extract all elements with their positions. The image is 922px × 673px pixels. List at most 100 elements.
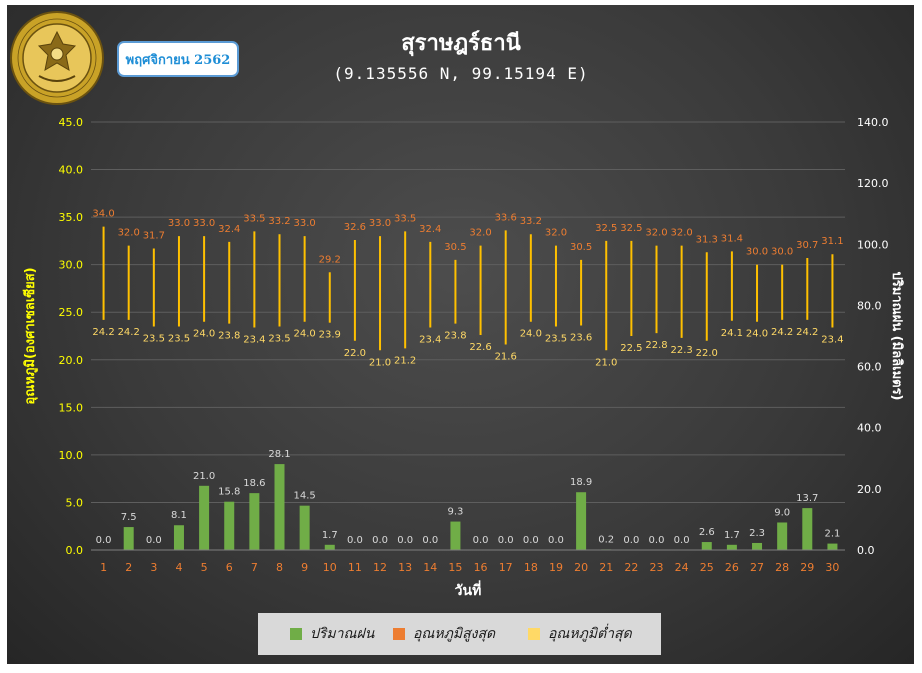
rain-data-label: 2.1 bbox=[824, 529, 840, 540]
tmin-data-label: 21.6 bbox=[495, 352, 517, 363]
y-tick-right: 120.0 bbox=[857, 177, 889, 190]
tmin-data-label: 22.0 bbox=[344, 348, 366, 359]
x-tick-label: 4 bbox=[175, 561, 182, 574]
tmin-data-label: 22.8 bbox=[645, 340, 667, 351]
rain-data-label: 0.0 bbox=[649, 535, 665, 546]
rain-bar bbox=[777, 522, 788, 550]
tmin-data-label: 23.5 bbox=[143, 333, 165, 344]
x-tick-label: 28 bbox=[775, 561, 789, 574]
tmin-data-label: 23.6 bbox=[570, 333, 592, 344]
tmax-data-label: 32.0 bbox=[671, 228, 693, 239]
legend-item-rain: ปริมาณฝน bbox=[290, 613, 374, 655]
x-tick-label: 22 bbox=[624, 561, 638, 574]
rain-data-label: 14.5 bbox=[294, 491, 316, 502]
x-tick-label: 11 bbox=[348, 561, 362, 574]
tmax-data-label: 30.7 bbox=[796, 240, 818, 251]
rain-bar bbox=[324, 544, 335, 550]
rain-data-label: 0.0 bbox=[523, 535, 539, 546]
tmin-data-label: 24.0 bbox=[294, 329, 316, 340]
tmin-data-label: 24.1 bbox=[721, 328, 743, 339]
x-tick-label: 25 bbox=[700, 561, 714, 574]
x-tick-label: 17 bbox=[499, 561, 513, 574]
rain-bar bbox=[199, 485, 210, 550]
rain-data-label: 0.0 bbox=[548, 535, 564, 546]
chart-area bbox=[7, 5, 914, 664]
tmax-data-label: 31.1 bbox=[821, 236, 843, 247]
chart-subtitle: (9.135556 N, 99.15194 E) bbox=[333, 64, 589, 83]
rain-bar bbox=[701, 542, 712, 550]
tmax-data-label: 30.0 bbox=[746, 247, 768, 258]
tmin-data-label: 24.2 bbox=[771, 327, 793, 338]
x-tick-label: 3 bbox=[150, 561, 157, 574]
tmin-data-label: 23.8 bbox=[444, 331, 466, 342]
period-label: พฤศจิกายน 2562 bbox=[117, 41, 239, 77]
tmax-data-label: 33.0 bbox=[193, 218, 215, 229]
x-tick-label: 7 bbox=[251, 561, 258, 574]
x-tick-label: 16 bbox=[474, 561, 488, 574]
rain-data-label: 2.6 bbox=[699, 527, 715, 538]
y-tick-left: 10.0 bbox=[59, 449, 84, 462]
tmax-data-label: 31.3 bbox=[696, 234, 718, 245]
tmin-data-label: 23.4 bbox=[821, 334, 843, 345]
legend-swatch-rain bbox=[290, 628, 302, 640]
tmin-data-label: 23.5 bbox=[268, 333, 290, 344]
x-tick-label: 5 bbox=[201, 561, 208, 574]
tmin-data-label: 24.0 bbox=[193, 329, 215, 340]
rain-data-label: 21.0 bbox=[193, 471, 215, 482]
tmax-data-label: 32.5 bbox=[620, 223, 642, 234]
x-tick-label: 21 bbox=[599, 561, 613, 574]
y-tick-left: 45.0 bbox=[59, 116, 84, 129]
tmax-data-label: 33.0 bbox=[369, 218, 391, 229]
y-tick-right: 40.0 bbox=[857, 422, 882, 435]
y-axis-right-title: ปริมาณฝน (มิลลิเมตร) bbox=[889, 271, 904, 400]
rain-bar bbox=[752, 542, 763, 550]
rain-bar bbox=[827, 543, 838, 550]
tmax-data-label: 30.5 bbox=[570, 242, 592, 253]
rain-bar bbox=[249, 493, 260, 550]
rain-data-label: 18.6 bbox=[243, 478, 265, 489]
rain-data-label: 0.0 bbox=[397, 535, 413, 546]
x-tick-label: 15 bbox=[448, 561, 462, 574]
legend-item-tmax: อุณหภูมิสูงสุด bbox=[393, 613, 495, 655]
rain-data-label: 0.2 bbox=[598, 534, 614, 545]
y-tick-left: 30.0 bbox=[59, 259, 84, 272]
tmax-data-label: 33.2 bbox=[268, 216, 290, 227]
legend-label-tmin: อุณหภูมิต่ำสุด bbox=[548, 626, 632, 642]
meteorological-department-logo bbox=[10, 11, 104, 105]
tmax-data-label: 33.6 bbox=[495, 212, 517, 223]
x-tick-label: 1 bbox=[100, 561, 107, 574]
y-tick-left: 35.0 bbox=[59, 211, 84, 224]
rain-data-label: 0.0 bbox=[498, 535, 514, 546]
tmin-data-label: 22.5 bbox=[620, 343, 642, 354]
rain-data-label: 2.3 bbox=[749, 528, 765, 539]
tmin-data-label: 24.0 bbox=[746, 329, 768, 340]
rain-bar bbox=[274, 464, 285, 550]
x-tick-label: 20 bbox=[574, 561, 588, 574]
tmin-data-label: 23.5 bbox=[545, 333, 567, 344]
rain-data-label: 0.0 bbox=[96, 535, 112, 546]
tmax-data-label: 33.0 bbox=[168, 218, 190, 229]
rain-bar bbox=[299, 505, 310, 550]
tmin-data-label: 21.2 bbox=[394, 355, 416, 366]
x-tick-label: 27 bbox=[750, 561, 764, 574]
rain-data-label: 0.0 bbox=[372, 535, 388, 546]
y-tick-right: 80.0 bbox=[857, 299, 882, 312]
legend-label-rain: ปริมาณฝน bbox=[310, 626, 375, 642]
rain-data-label: 15.8 bbox=[218, 487, 240, 498]
x-tick-label: 29 bbox=[800, 561, 814, 574]
tmin-data-label: 21.0 bbox=[369, 357, 391, 368]
tmin-data-label: 22.6 bbox=[469, 342, 491, 353]
tmax-data-label: 32.6 bbox=[344, 222, 366, 233]
tmax-data-label: 31.7 bbox=[143, 230, 165, 241]
x-tick-label: 6 bbox=[226, 561, 233, 574]
rain-data-label: 0.0 bbox=[623, 535, 639, 546]
rain-data-label: 13.7 bbox=[796, 493, 818, 504]
tmin-data-label: 24.2 bbox=[796, 327, 818, 338]
tmax-data-label: 30.0 bbox=[771, 247, 793, 258]
y-axis-left-title: อุณหภูมิ(องศาเซลเซียส) bbox=[22, 267, 38, 404]
x-tick-label: 24 bbox=[675, 561, 689, 574]
legend-label-tmax: อุณหภูมิสูงสุด bbox=[413, 626, 496, 642]
tmin-data-label: 22.0 bbox=[696, 348, 718, 359]
x-tick-label: 23 bbox=[650, 561, 664, 574]
rain-data-label: 1.7 bbox=[322, 530, 338, 541]
